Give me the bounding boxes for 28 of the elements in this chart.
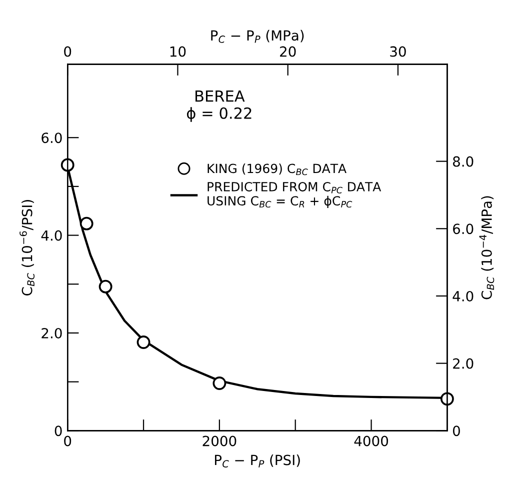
x2-tick-label: 30 [390, 46, 406, 57]
annotation: BEREA ϕ = 0.22 [186, 90, 252, 122]
x-tick-label: 4000 [354, 436, 388, 446]
y2-tick-label: 4.0 [452, 290, 474, 302]
y-tick-label: 6.0 [42, 132, 62, 144]
x-tick-label: 0 [64, 436, 72, 446]
y2-tick-label: 8.0 [453, 156, 474, 167]
y-tick-label: 4.0 [41, 230, 62, 241]
x2-axis-title: P$_{C}$ − P$_{P}$ (MPa) [211, 30, 304, 43]
y-tick-label: 0 [54, 426, 62, 436]
x-tick-label: 2000 [202, 436, 236, 446]
y2-axis-title: C$_{BC}$ (10$^{−4}$/MPa) [479, 196, 494, 300]
point [212, 376, 226, 390]
y-axis-title: C$_{BC}$ (10$^{−6}$/PSI) [20, 200, 35, 296]
legend-label: KING (1969) C$_{BC}$ DATA [208, 164, 346, 176]
y2-tick-label: 0 [452, 426, 460, 436]
x-axis-title: P$_{C}$ − P$_{P}$ (PSI) [215, 454, 300, 468]
point [80, 216, 94, 230]
x2-tick-label: 0 [64, 46, 72, 57]
point [136, 336, 150, 349]
y2-tick-label: 6.0 [453, 224, 474, 234]
y2-tick-label: 2.0 [453, 358, 474, 369]
point [60, 158, 74, 172]
x2-tick-label: 10 [170, 46, 186, 57]
point [98, 280, 112, 294]
text: PREDICTED FROM C$_{PC}$ DATA USING C$_{BC}$ = C$_{R}$ + ϕC$_{PC}$ [208, 182, 382, 208]
y-tick-label: 2.0 [42, 328, 62, 338]
x2-tick-label: 20 [280, 46, 296, 57]
